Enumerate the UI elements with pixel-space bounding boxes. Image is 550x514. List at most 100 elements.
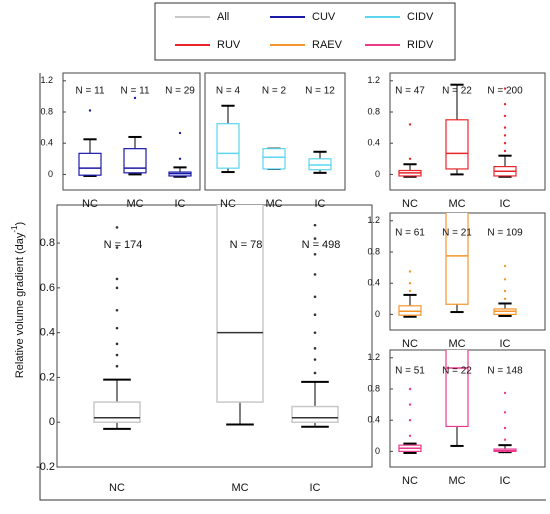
box (291, 405, 339, 423)
outlier (115, 326, 119, 330)
y-tick-label: 0.4 (40, 327, 55, 339)
y-tick-label: 0.2 (40, 371, 55, 383)
sample-size: N = 174 (104, 239, 143, 251)
x-tick-label: NC (109, 482, 125, 494)
x-tick-label: NC (402, 475, 418, 487)
plot-area (398, 83, 517, 178)
x-tick-label: IC (175, 198, 186, 210)
panel-frame (204, 72, 346, 191)
legend-label: RUV (217, 39, 241, 51)
outer-frame (39, 73, 546, 501)
box (93, 401, 141, 423)
box (308, 158, 332, 171)
y-tick-label: 1.2 (367, 215, 380, 225)
y-tick-label: 1.2 (40, 75, 53, 85)
outlier (503, 142, 507, 145)
outlier (115, 353, 119, 357)
y-tick-label: 0.8 (40, 106, 53, 116)
outlier (313, 273, 317, 276)
outlier (503, 411, 507, 414)
outlier (408, 434, 412, 437)
outlier (503, 134, 507, 137)
x-tick-label: NC (220, 198, 236, 210)
y-tick-label: 0.4 (40, 138, 53, 148)
outlier (313, 237, 317, 240)
x-tick-label: MC (265, 198, 282, 210)
y-tick-label: 0 (375, 446, 380, 456)
y-tick-label: 0.8 (367, 246, 380, 256)
sample-size: N = 22 (442, 86, 472, 97)
y-tick-label: 0.8 (367, 383, 380, 393)
y-axis-label-end: ) (14, 222, 26, 226)
box (445, 350, 469, 428)
outlier (408, 289, 412, 293)
outlier (408, 270, 412, 273)
y-tick-label: 0 (375, 169, 380, 179)
sample-size: N = 109 (487, 228, 523, 239)
outlier (313, 371, 317, 375)
y-tick-label: 0.8 (367, 106, 380, 116)
sample-size: N = 29 (165, 86, 195, 97)
box (445, 213, 469, 305)
outlier (503, 103, 507, 106)
y-tick-label: 0.4 (367, 415, 380, 425)
y-axis-label-text: Relative volume gradient (day (14, 232, 26, 378)
legend-label: All (217, 11, 229, 23)
outlier (408, 403, 412, 406)
sample-size: N = 47 (395, 86, 425, 97)
panel-frame (62, 72, 201, 191)
x-tick-label: MC (231, 482, 248, 494)
outlier (115, 277, 119, 281)
y-tick-label: 1.2 (367, 352, 380, 362)
sample-size: N = 200 (487, 86, 523, 97)
box (78, 152, 102, 176)
legend-box (154, 2, 456, 61)
outlier (408, 157, 412, 160)
x-tick-label: NC (402, 198, 418, 210)
outlier (115, 286, 119, 290)
x-tick-label: IC (500, 338, 511, 350)
outlier (503, 297, 507, 300)
legend-label: RAEV (312, 39, 343, 51)
outlier (503, 426, 507, 430)
box (123, 148, 147, 174)
y-tick-label: 0 (375, 309, 380, 319)
outlier (503, 126, 507, 129)
outlier (503, 114, 507, 118)
outlier (115, 226, 119, 229)
box (216, 123, 240, 169)
outlier (313, 223, 317, 227)
x-tick-label: IC (500, 198, 511, 210)
outlier (115, 342, 119, 346)
outlier (133, 96, 137, 100)
y-axis-label: Relative volume gradient (day-1) (10, 222, 26, 378)
plot-area (398, 350, 517, 454)
plot-area (216, 104, 332, 174)
sample-size: N = 22 (442, 366, 472, 377)
outlier (313, 295, 317, 299)
outlier (503, 264, 507, 268)
sample-size: N = 12 (305, 86, 335, 97)
outlier (408, 387, 412, 391)
plot-area (398, 213, 517, 318)
x-tick-label: MC (126, 198, 143, 210)
outlier (408, 123, 412, 126)
outlier (313, 331, 317, 334)
y-tick-label: 0.4 (367, 138, 380, 148)
sample-size: N = 498 (302, 239, 341, 251)
outlier (115, 308, 119, 312)
outlier (503, 438, 507, 441)
outlier (503, 278, 507, 281)
y-tick-label: 0.6 (40, 282, 55, 294)
sample-size: N = 61 (395, 228, 425, 239)
box (398, 305, 422, 316)
panel-frame (56, 204, 373, 468)
x-tick-label: NC (82, 198, 98, 210)
y-axis-label-sup: -1 (10, 225, 19, 233)
outlier (88, 109, 92, 112)
x-tick-label: IC (500, 475, 511, 487)
outlier (503, 289, 507, 293)
outlier (115, 364, 119, 368)
legend-label: CIDV (407, 11, 434, 23)
